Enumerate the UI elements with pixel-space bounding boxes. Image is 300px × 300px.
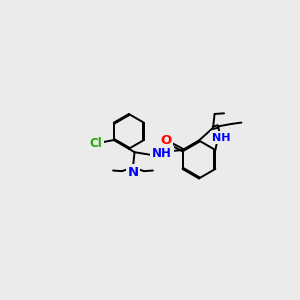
Text: Cl: Cl <box>89 137 102 150</box>
Text: O: O <box>160 134 172 147</box>
Text: NH: NH <box>152 147 172 160</box>
Text: NH: NH <box>212 133 230 143</box>
Text: N: N <box>128 166 139 178</box>
